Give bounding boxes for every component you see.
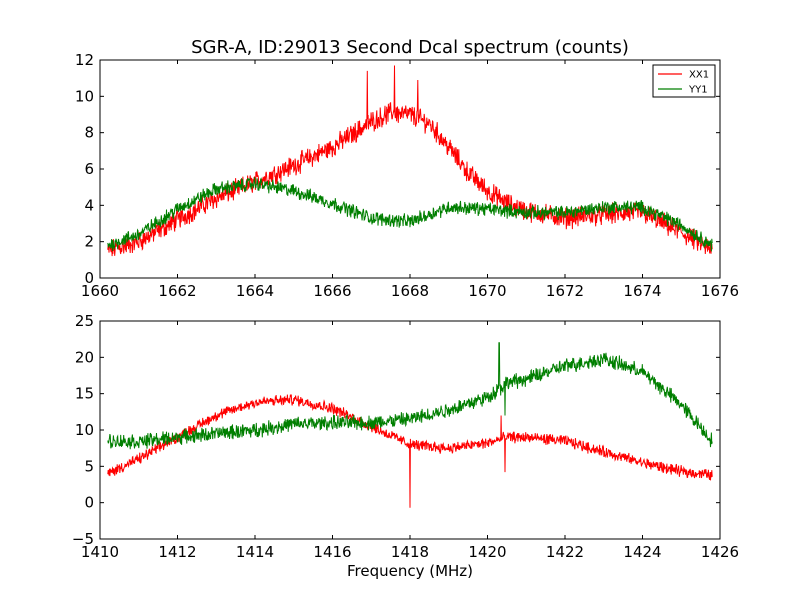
axes-frame <box>99 59 721 279</box>
x-tick-label: 1410 <box>81 543 119 561</box>
legend-label-xx1: XX1 <box>689 70 709 81</box>
x-tick-label: 1420 <box>468 543 506 561</box>
series-line-xx1 <box>107 65 713 257</box>
x-tick-label: 1416 <box>313 543 351 561</box>
x-axis-label: Frequency (MHz) <box>347 562 473 580</box>
x-tick-label: 1424 <box>623 543 661 561</box>
chart-title: SGR-A, ID:29013 Second Dcal spectrum (co… <box>191 37 629 58</box>
series-group <box>107 342 713 508</box>
y-tick-label: 12 <box>75 51 94 69</box>
tick-group: 1410 1412 1414 1416 1418 1420 1422 1424 1426 −5 0 5… <box>72 312 739 561</box>
legend-label-yy1: YY1 <box>688 85 708 96</box>
x-tick-label: 1664 <box>236 282 274 300</box>
x-tick-label: 1426 <box>701 543 739 561</box>
tick-group: 1660 1662 1664 1666 1668 1670 1672 1674 1676 0 2 4 6… <box>75 51 739 300</box>
y-tick-label: 10 <box>75 87 94 105</box>
x-tick-label: 1668 <box>391 282 429 300</box>
y-tick-label: 6 <box>84 160 94 178</box>
x-tick-label: 1422 <box>546 543 584 561</box>
y-tick-label: 2 <box>84 233 94 251</box>
legend-box <box>652 64 716 98</box>
x-tick-label: 1414 <box>236 543 274 561</box>
x-tick-label: 1660 <box>81 282 119 300</box>
y-tick-label: 0 <box>84 269 94 287</box>
y-tick-label: 20 <box>75 348 94 366</box>
panel-top: SGR-A, ID:29013 Second Dcal spectrum (co… <box>75 37 739 300</box>
x-tick-label: 1674 <box>623 282 661 300</box>
x-tick-label: 1670 <box>468 282 506 300</box>
series-line-yy1 <box>107 342 713 450</box>
x-tick-label: 1666 <box>313 282 351 300</box>
series-group <box>107 65 713 257</box>
x-tick-label: 1412 <box>158 543 196 561</box>
y-tick-label: 15 <box>75 385 94 403</box>
series-line-yy1 <box>107 177 713 252</box>
panel-bottom: 1410 1412 1414 1416 1418 1420 1422 1424 1426 −5 0 5… <box>72 312 739 580</box>
x-tick-label: 1662 <box>158 282 196 300</box>
x-tick-label: 1676 <box>701 282 739 300</box>
y-tick-label: 25 <box>75 312 94 330</box>
y-tick-label: 10 <box>75 421 94 439</box>
y-tick-label: 8 <box>84 124 94 142</box>
y-tick-label: 4 <box>84 196 94 214</box>
x-tick-label: 1418 <box>391 543 429 561</box>
series-line-xx1 <box>107 393 713 508</box>
x-tick-label: 1672 <box>546 282 584 300</box>
y-tick-label: −5 <box>72 530 94 548</box>
y-tick-label: 0 <box>84 494 94 512</box>
y-tick-label: 5 <box>84 457 94 475</box>
legend: XX1 YY1 <box>652 64 716 98</box>
